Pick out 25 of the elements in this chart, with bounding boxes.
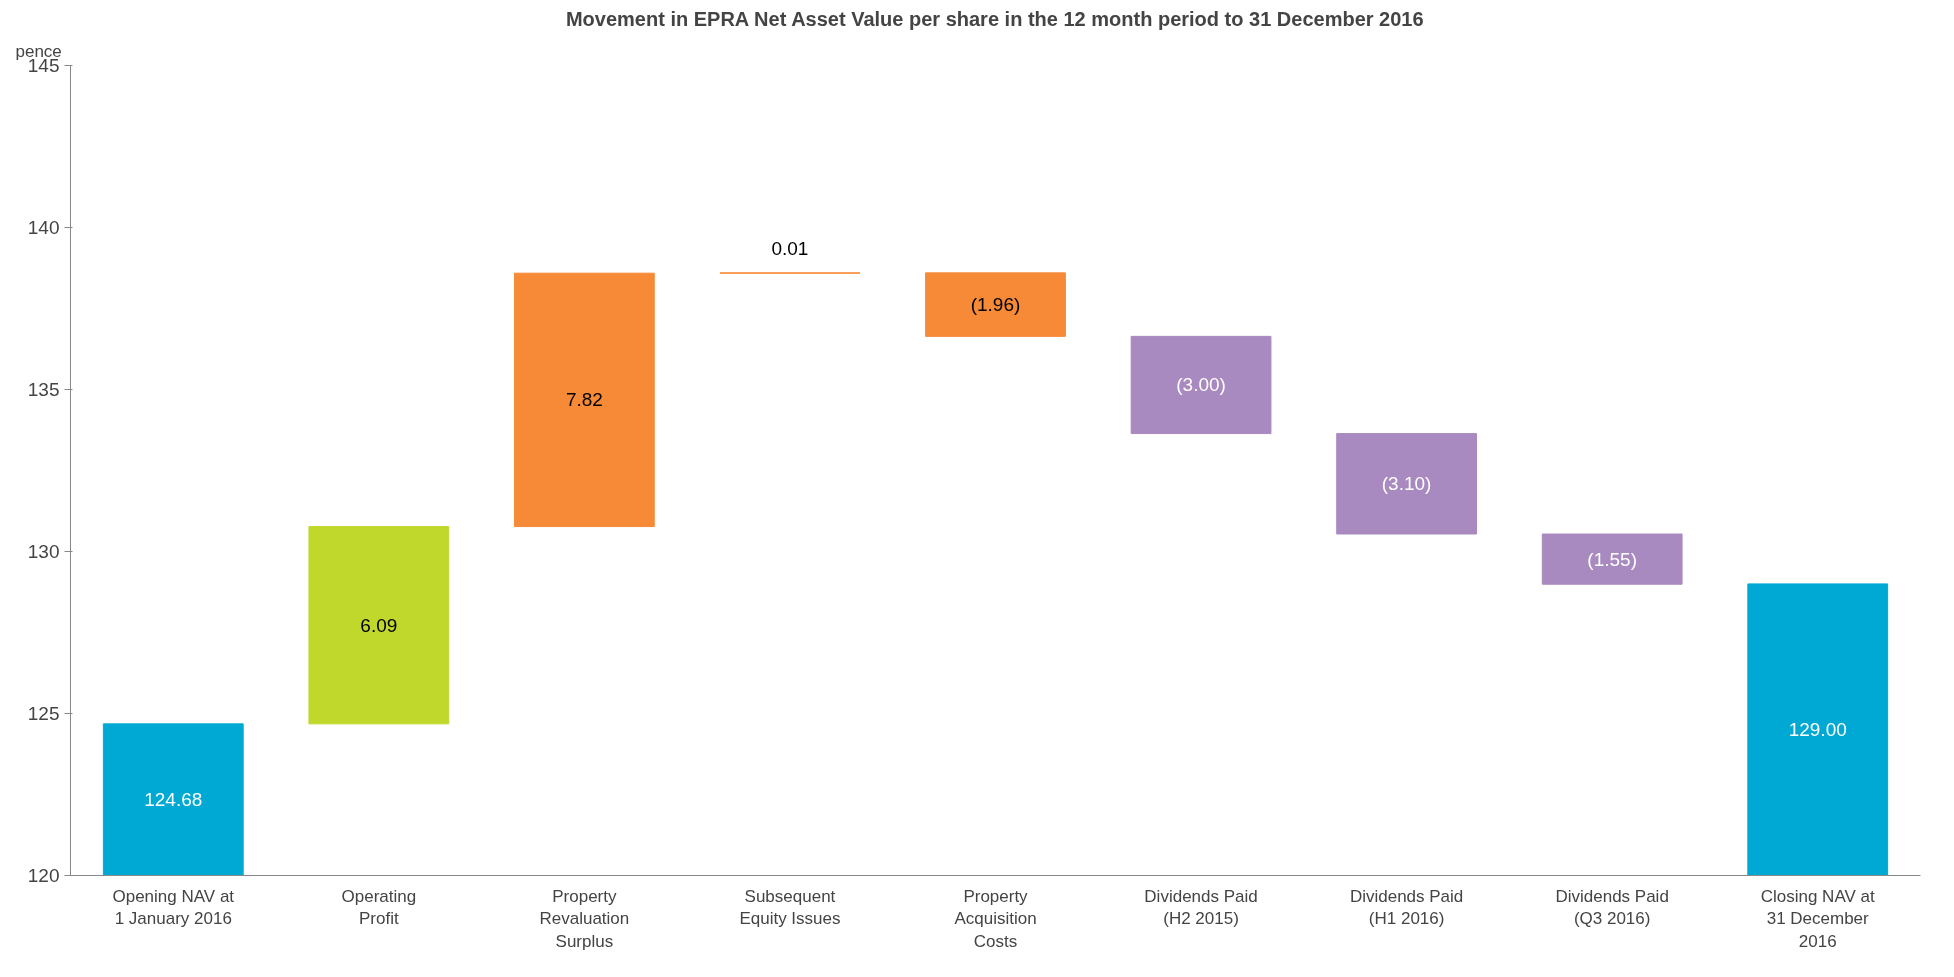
y-tick-label: 120 bbox=[27, 865, 60, 886]
chart-title: Movement in EPRA Net Asset Value per share in the 12 month period to 31 December 2016 bbox=[565, 7, 1424, 30]
y-tick-label: 135 bbox=[27, 379, 60, 400]
y-tick-label: 130 bbox=[27, 541, 60, 562]
data-label: 0.01 bbox=[771, 237, 809, 259]
x-tick-label: Subsequent Equity Issues bbox=[739, 886, 841, 929]
data-label: 6.09 bbox=[360, 614, 398, 636]
data-label: 7.82 bbox=[565, 389, 603, 411]
x-tick-label: Closing NAV at 31 December 2016 bbox=[1760, 886, 1875, 952]
data-label: (1.55) bbox=[1587, 548, 1637, 570]
data-label: (3.00) bbox=[1176, 374, 1226, 396]
data-label: 129.00 bbox=[1788, 719, 1847, 741]
data-label: 124.68 bbox=[144, 789, 203, 811]
x-tick-label: Property Acquisition Costs bbox=[954, 886, 1037, 952]
x-tick-label: Dividends Paid (Q3 2016) bbox=[1555, 886, 1669, 929]
x-tick-label: Operating Profit bbox=[341, 886, 417, 929]
y-tick-label: 125 bbox=[27, 703, 60, 724]
y-axis-title: pence bbox=[15, 41, 62, 61]
x-tick-label: Dividends Paid (H1 2016) bbox=[1349, 886, 1464, 929]
x-tick-label: Opening NAV at 1 January 2016 bbox=[112, 886, 235, 929]
x-tick-label: Property Revaluation Surplus bbox=[539, 886, 630, 952]
x-tick-label: Dividends Paid (H2 2015) bbox=[1144, 886, 1258, 929]
data-label: (3.10) bbox=[1381, 473, 1432, 495]
y-tick-label: 140 bbox=[27, 217, 60, 238]
data-label: (1.96) bbox=[970, 294, 1021, 316]
